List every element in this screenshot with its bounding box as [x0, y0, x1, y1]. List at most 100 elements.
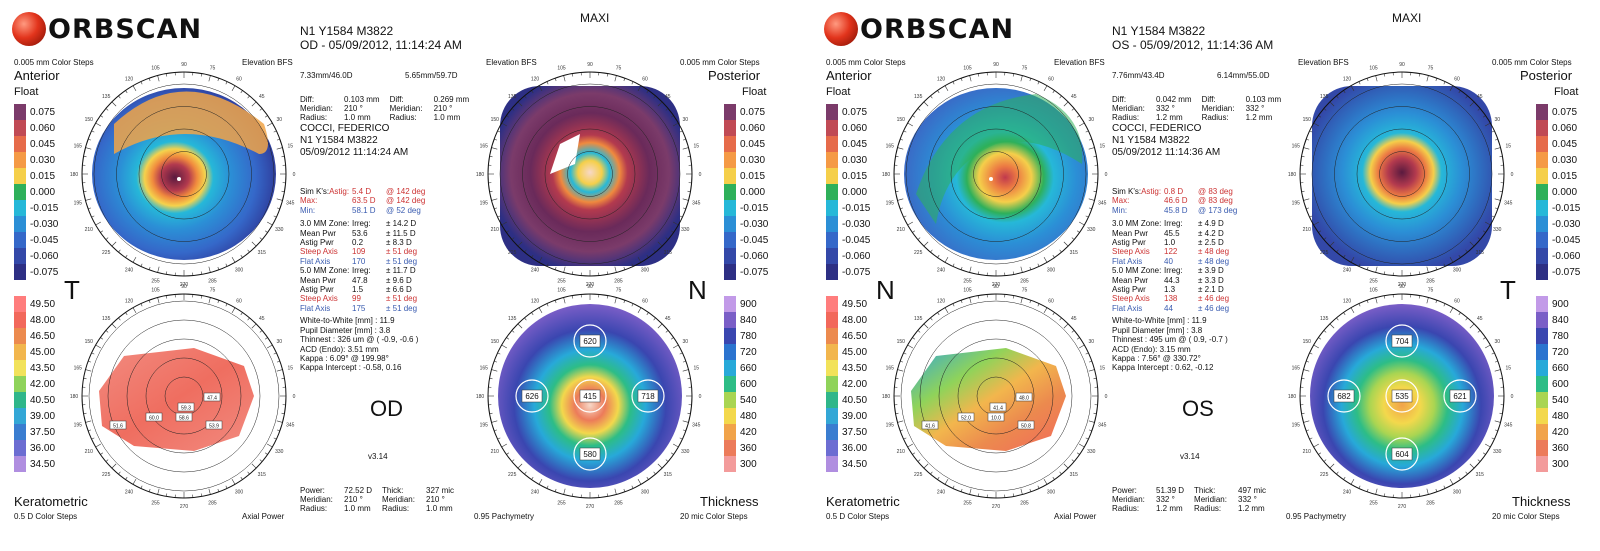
degree-label: 0 — [1105, 172, 1108, 178]
tick-mark — [1059, 95, 1062, 99]
iso-ring — [938, 338, 1054, 454]
tick-mark — [511, 330, 515, 333]
pachy-value-center: 535 — [1395, 392, 1409, 401]
tick-mark — [1469, 241, 1475, 247]
degree-label: 0 — [1511, 394, 1514, 400]
tick-mark — [88, 429, 92, 432]
tick-mark — [111, 323, 117, 329]
tick-mark — [653, 249, 656, 253]
value-text: 63.5 D — [352, 196, 376, 206]
tick-mark — [1469, 323, 1475, 329]
degree-label: 60 — [642, 299, 648, 305]
tick-mark — [944, 307, 949, 314]
legend-swatch — [724, 376, 736, 392]
degree-label: 315 — [664, 472, 673, 478]
tick-mark — [266, 443, 273, 448]
legend-row: -0.060 — [724, 248, 780, 264]
legend-row: 0.030 — [1536, 152, 1594, 168]
tick-mark — [125, 254, 128, 258]
legend-row: -0.030 — [1536, 216, 1594, 232]
legend-row: -0.075 — [1536, 264, 1594, 280]
degree-label: 315 — [664, 250, 673, 256]
value-text: Meridian: — [389, 104, 423, 113]
tick-mark — [1301, 155, 1305, 158]
legend-value: 45.00 — [30, 346, 56, 358]
tick-mark — [1063, 241, 1069, 247]
degree-label: 120 — [1343, 299, 1352, 305]
tick-mark — [679, 130, 683, 133]
tick-mark — [1494, 138, 1498, 141]
tick-mark — [1366, 78, 1369, 82]
tick-mark — [1494, 198, 1501, 201]
degree-label: 240 — [1343, 267, 1352, 273]
tick-mark — [1329, 241, 1335, 247]
legend-row: 780 — [1536, 328, 1594, 344]
legend-row: -0.075 — [724, 264, 780, 280]
legend-row: 48.00 — [826, 312, 884, 328]
degree-label: 0 — [699, 394, 702, 400]
legend-swatch — [724, 168, 736, 184]
value-text: 3.0 MM Zone: — [1112, 219, 1162, 229]
degree-label: 165 — [74, 366, 83, 372]
elevation-band — [916, 94, 1083, 224]
degree-label: 45 — [259, 94, 265, 100]
degree-label: 15 — [1505, 366, 1511, 372]
degree-label: 90 — [181, 62, 187, 68]
tick-mark — [91, 215, 95, 218]
iso-ring — [544, 128, 636, 220]
degree-label: 225 — [914, 250, 923, 256]
legend-value: 42.00 — [30, 378, 56, 390]
elevation-legend-left: 0.075 0.060 0.045 0.030 0.015 0.000 -0.015 -0.0… — [826, 104, 884, 280]
tick-mark — [1465, 95, 1468, 99]
iso-ring — [1311, 83, 1493, 265]
legend-value: 0.030 — [740, 154, 766, 166]
legend-value: 840 — [740, 314, 757, 326]
tick-mark — [276, 138, 280, 141]
tick-mark — [670, 452, 674, 455]
tick-mark — [1052, 312, 1055, 316]
legend-row: 43.50 — [14, 360, 72, 376]
legend-swatch — [14, 344, 26, 360]
tick-mark — [682, 369, 689, 372]
degree-label: 345 — [692, 200, 701, 206]
value-text: Mean Pwr — [300, 228, 337, 238]
tick-mark — [952, 303, 955, 307]
tick-mark — [1088, 360, 1092, 363]
tick-mark — [1323, 237, 1327, 240]
degree-label: 285 — [1020, 278, 1029, 284]
legend-value: 39.00 — [30, 410, 56, 422]
elevation-legend-right: 0.075 0.060 0.045 0.030 0.015 0.000 -0.015 -0.0… — [724, 104, 780, 280]
legend-value: 0.045 — [30, 138, 56, 150]
legend-row: 0.075 — [1536, 104, 1594, 120]
degree-label: 225 — [1320, 472, 1329, 478]
tick-mark — [1059, 471, 1062, 475]
tick-mark — [657, 101, 663, 107]
tick-mark — [524, 471, 527, 475]
legend-swatch — [1536, 152, 1548, 168]
tick-mark — [225, 485, 228, 489]
degree-label: 345 — [692, 422, 701, 428]
tick-mark — [264, 337, 268, 340]
tick-mark — [1375, 266, 1378, 273]
tick-mark — [1350, 85, 1355, 92]
value-text: @ 83 deg — [1198, 196, 1233, 206]
outer-ring — [487, 71, 693, 277]
tick-mark — [276, 360, 280, 363]
degree-label: 45 — [665, 94, 671, 100]
tick-mark — [969, 488, 972, 495]
kerato-steps: 0.5 D Color Steps — [826, 512, 890, 521]
anterior-elevation-map: 9010512013515016518019521022524025527028… — [70, 62, 296, 288]
tick-mark — [1309, 215, 1313, 218]
tick-mark — [1491, 130, 1495, 133]
tick-mark — [606, 295, 609, 299]
power-value-label: 53.9 — [209, 424, 219, 430]
legend-row: 420 — [1536, 424, 1594, 440]
tick-mark — [91, 352, 95, 355]
value-text: 138 — [1164, 294, 1178, 304]
outer-ring — [81, 71, 287, 277]
tick-mark — [132, 256, 137, 263]
legend-swatch — [1536, 392, 1548, 408]
tick-mark — [1336, 317, 1339, 321]
legend-swatch — [724, 392, 736, 408]
keratometric-map: 47.459.360.053.951.658.69010512013515016… — [70, 284, 296, 510]
